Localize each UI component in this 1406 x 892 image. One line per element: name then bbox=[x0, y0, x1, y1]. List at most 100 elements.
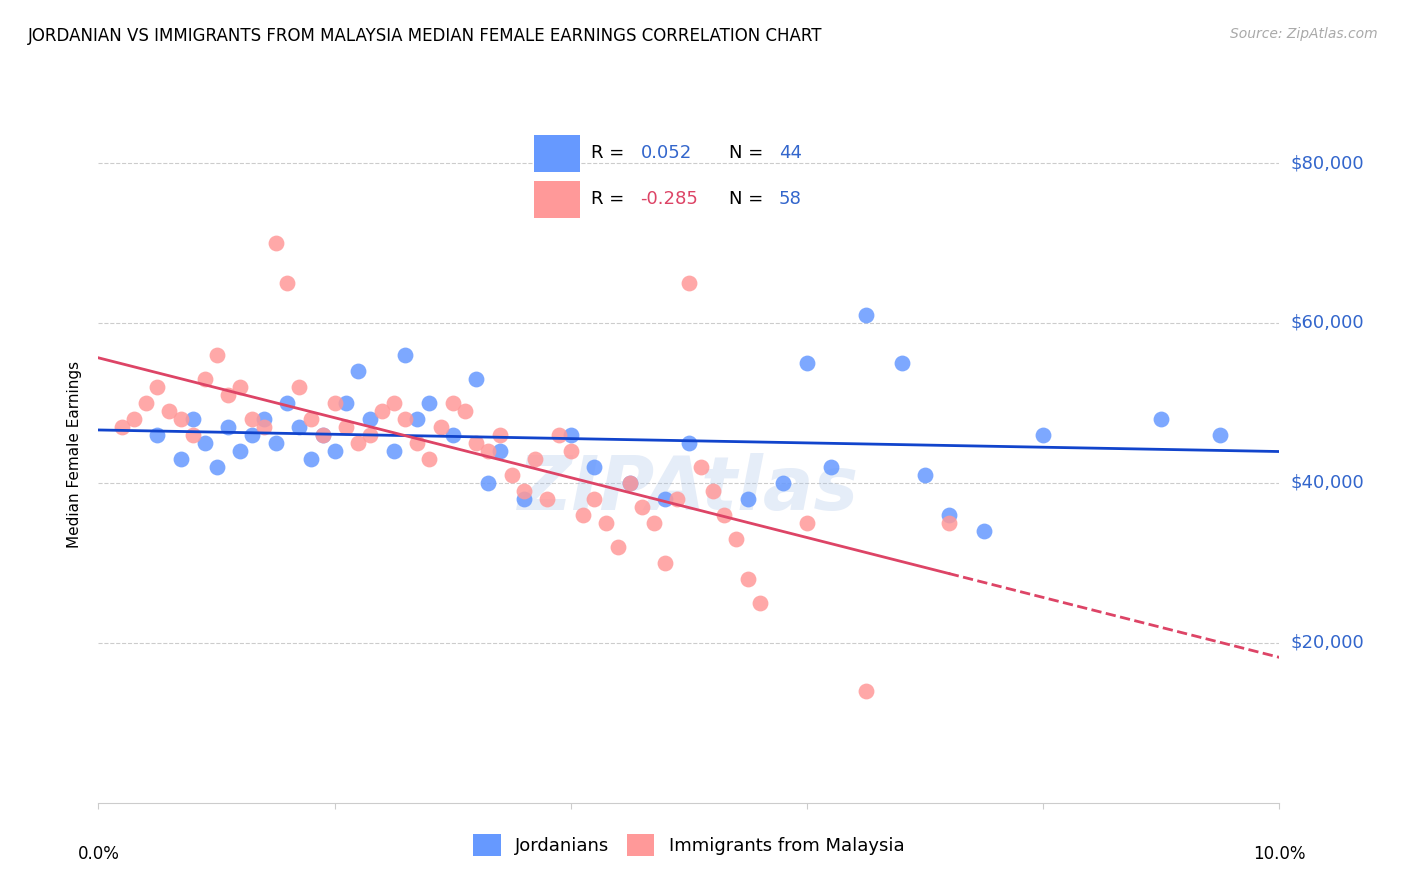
Text: R =: R = bbox=[591, 190, 624, 208]
Legend: Jordanians, Immigrants from Malaysia: Jordanians, Immigrants from Malaysia bbox=[467, 827, 911, 863]
Point bbox=[820, 459, 842, 474]
Point bbox=[607, 540, 630, 554]
Point bbox=[146, 428, 169, 442]
Point bbox=[299, 412, 322, 426]
Point bbox=[560, 428, 582, 442]
Point bbox=[465, 372, 488, 386]
Point bbox=[181, 412, 204, 426]
Point bbox=[1150, 412, 1173, 426]
Point bbox=[796, 516, 818, 530]
Point bbox=[382, 444, 405, 458]
Point bbox=[229, 380, 252, 394]
Point bbox=[253, 420, 276, 434]
Point bbox=[181, 428, 204, 442]
Point bbox=[571, 508, 593, 522]
Point bbox=[276, 396, 298, 410]
Text: Source: ZipAtlas.com: Source: ZipAtlas.com bbox=[1230, 27, 1378, 41]
Point bbox=[382, 396, 405, 410]
Point bbox=[288, 380, 311, 394]
Point bbox=[938, 508, 960, 522]
Point bbox=[512, 483, 534, 498]
Point bbox=[229, 444, 252, 458]
Point bbox=[111, 420, 134, 434]
Text: N =: N = bbox=[730, 145, 763, 162]
Point bbox=[347, 364, 370, 378]
Text: ZIPAtlas: ZIPAtlas bbox=[519, 453, 859, 526]
Point bbox=[548, 428, 571, 442]
Text: 0.052: 0.052 bbox=[641, 145, 692, 162]
Point bbox=[678, 276, 700, 290]
Point bbox=[441, 428, 464, 442]
Point bbox=[595, 516, 617, 530]
Point bbox=[394, 412, 416, 426]
Point bbox=[323, 444, 346, 458]
Point bbox=[536, 491, 558, 506]
Point bbox=[643, 516, 665, 530]
Point bbox=[796, 356, 818, 370]
Point bbox=[654, 491, 676, 506]
Point bbox=[240, 412, 263, 426]
Point bbox=[359, 428, 381, 442]
Point bbox=[489, 444, 512, 458]
Text: $40,000: $40,000 bbox=[1291, 474, 1364, 491]
Point bbox=[666, 491, 689, 506]
Point bbox=[689, 459, 711, 474]
Point bbox=[418, 396, 440, 410]
Point bbox=[441, 396, 464, 410]
Point bbox=[359, 412, 381, 426]
Point bbox=[205, 459, 228, 474]
Point bbox=[890, 356, 912, 370]
Point bbox=[371, 404, 394, 418]
Point bbox=[194, 436, 217, 450]
Point bbox=[453, 404, 475, 418]
Point bbox=[737, 572, 759, 586]
Point bbox=[335, 396, 357, 410]
Point bbox=[418, 451, 440, 466]
Point bbox=[489, 428, 512, 442]
Point bbox=[465, 436, 488, 450]
Point bbox=[170, 412, 193, 426]
Text: $20,000: $20,000 bbox=[1291, 634, 1364, 652]
Text: JORDANIAN VS IMMIGRANTS FROM MALAYSIA MEDIAN FEMALE EARNINGS CORRELATION CHART: JORDANIAN VS IMMIGRANTS FROM MALAYSIA ME… bbox=[28, 27, 823, 45]
Point bbox=[299, 451, 322, 466]
Point bbox=[394, 348, 416, 362]
Text: 44: 44 bbox=[779, 145, 801, 162]
Point bbox=[713, 508, 735, 522]
Point bbox=[477, 444, 499, 458]
Point bbox=[524, 451, 547, 466]
Point bbox=[501, 467, 523, 482]
Point bbox=[122, 412, 145, 426]
Point bbox=[194, 372, 217, 386]
Point bbox=[217, 420, 239, 434]
Point bbox=[253, 412, 276, 426]
Text: -0.285: -0.285 bbox=[641, 190, 699, 208]
Point bbox=[855, 683, 877, 698]
Point bbox=[477, 475, 499, 490]
Point bbox=[146, 380, 169, 394]
Point bbox=[512, 491, 534, 506]
Point bbox=[406, 412, 429, 426]
Point bbox=[654, 556, 676, 570]
Point bbox=[583, 491, 606, 506]
Text: R =: R = bbox=[591, 145, 624, 162]
Point bbox=[914, 467, 936, 482]
Point bbox=[737, 491, 759, 506]
Point bbox=[335, 420, 357, 434]
Point bbox=[347, 436, 370, 450]
Point bbox=[276, 276, 298, 290]
Point bbox=[264, 436, 287, 450]
Point bbox=[170, 451, 193, 466]
Text: 58: 58 bbox=[779, 190, 801, 208]
Point bbox=[288, 420, 311, 434]
Point bbox=[430, 420, 453, 434]
Point bbox=[205, 348, 228, 362]
Point bbox=[312, 428, 335, 442]
Point bbox=[157, 404, 180, 418]
Point bbox=[217, 388, 239, 402]
Point bbox=[135, 396, 157, 410]
Point bbox=[748, 596, 770, 610]
Point bbox=[772, 475, 794, 490]
Point bbox=[938, 516, 960, 530]
Point bbox=[678, 436, 700, 450]
Point bbox=[264, 235, 287, 250]
